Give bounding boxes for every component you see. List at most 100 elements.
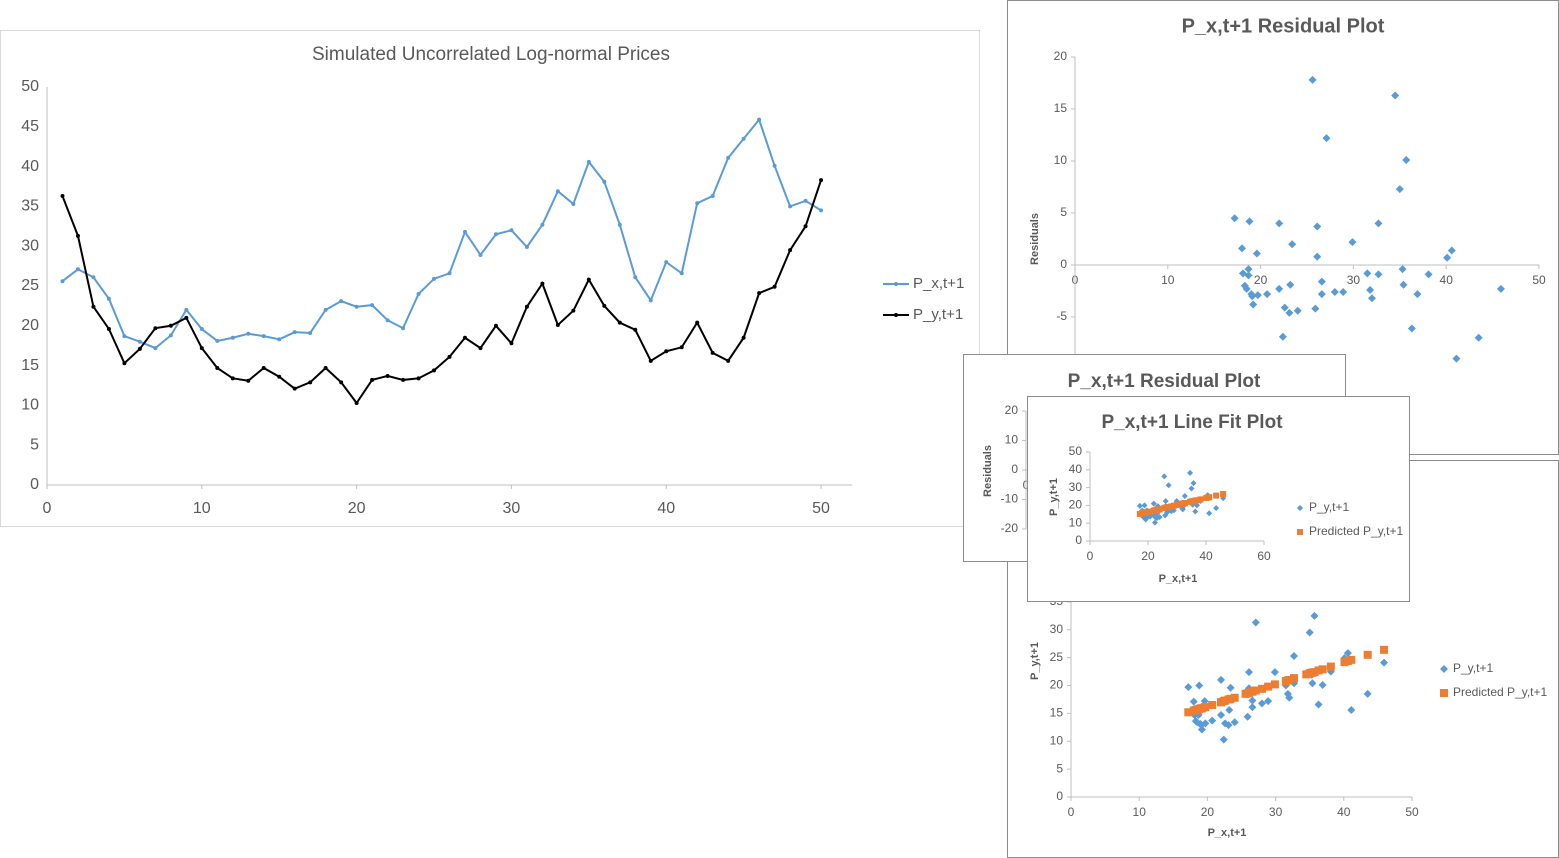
point [602, 179, 607, 184]
point [1347, 655, 1356, 664]
point [772, 163, 777, 168]
chart: Simulated Uncorrelated Log-normal Prices… [21, 44, 964, 517]
point [1201, 703, 1210, 712]
point [1181, 500, 1188, 507]
y-tick-label: 25 [1050, 650, 1064, 664]
point [1311, 304, 1320, 313]
point [1150, 500, 1157, 507]
point [1200, 697, 1209, 706]
point [60, 194, 65, 199]
point [1252, 249, 1261, 258]
y-tick-label: 0 [30, 476, 39, 493]
point [1190, 498, 1197, 505]
point [1251, 618, 1260, 627]
point [617, 320, 622, 325]
point [1220, 491, 1227, 498]
point [1217, 711, 1226, 720]
point [1221, 719, 1230, 728]
legend-marker [1297, 505, 1303, 511]
point [1391, 91, 1400, 100]
point [1179, 506, 1186, 513]
point [726, 358, 731, 363]
point [153, 326, 158, 331]
x-tick-label: 20 [348, 500, 366, 517]
x-tick-label: 50 [1405, 805, 1419, 819]
y-tick-label: 10 [1005, 433, 1019, 447]
x-tick-label: 20 [1254, 273, 1268, 287]
point [1201, 719, 1210, 728]
x-axis-label: P_x,t+1 [1159, 573, 1198, 585]
y-tick-label: -10 [1001, 492, 1019, 506]
y-tick-label: 15 [21, 357, 39, 374]
chart-window: P_x,t+1 Line Fit Plot 0 10 20 30 40 50 0 20 40 60 P… [1027, 396, 1410, 602]
point [1310, 668, 1319, 677]
point [447, 271, 452, 276]
point [370, 303, 375, 308]
point [1452, 354, 1461, 363]
point [292, 330, 297, 335]
point [184, 315, 189, 320]
chart-window: Simulated Uncorrelated Log-normal Prices… [0, 30, 980, 527]
point [1302, 670, 1311, 679]
x-tick-label: 40 [1199, 549, 1213, 563]
point [1280, 303, 1289, 312]
point [1326, 662, 1335, 671]
point [199, 326, 204, 331]
point [1248, 696, 1257, 705]
point [168, 323, 173, 328]
point [1213, 492, 1220, 499]
point [199, 346, 204, 351]
point [679, 345, 684, 350]
point [788, 204, 793, 209]
point [741, 335, 746, 340]
y-tick-label: 0 [1075, 533, 1082, 547]
point [1330, 288, 1339, 297]
x-tick-label: 10 [1133, 805, 1147, 819]
point [1305, 628, 1314, 637]
x-tick-label: 20 [1141, 549, 1155, 563]
y-tick-label: 0 [1060, 257, 1067, 271]
point [1156, 514, 1163, 521]
point [586, 159, 591, 164]
point [509, 228, 514, 233]
point [137, 339, 142, 344]
point [1238, 244, 1247, 253]
point [1187, 498, 1194, 505]
point [153, 346, 158, 351]
line [61, 179, 822, 405]
point [540, 281, 545, 286]
point [1263, 290, 1272, 299]
point [1136, 502, 1143, 509]
point [586, 277, 591, 282]
point [633, 275, 638, 280]
point [819, 178, 824, 183]
y-axis-label: Residuals [982, 445, 994, 497]
point [354, 401, 359, 406]
point [1314, 700, 1323, 709]
point [1144, 509, 1151, 516]
point [1161, 473, 1168, 480]
x-axis-label: P_x,t+1 [1208, 827, 1247, 839]
point [137, 346, 142, 351]
y-tick-label: 0 [1011, 462, 1018, 476]
point [1275, 284, 1284, 293]
point [1339, 288, 1348, 297]
point [1286, 280, 1295, 289]
point [122, 334, 127, 339]
point [679, 271, 684, 276]
point [1270, 680, 1279, 689]
point [633, 327, 638, 332]
point [462, 335, 467, 340]
y-axis-label: P_y,t+1 [1029, 642, 1041, 680]
legend-marker [1440, 665, 1448, 673]
point [184, 307, 189, 312]
x-tick-label: 30 [1269, 805, 1283, 819]
legend-label: Predicted P_y,t+1 [1453, 685, 1547, 699]
point [695, 201, 700, 206]
point [1195, 681, 1204, 690]
point [695, 320, 700, 325]
point [323, 307, 328, 312]
point [1322, 134, 1331, 143]
point [1374, 270, 1383, 279]
y-tick-label: 20 [1005, 403, 1019, 417]
